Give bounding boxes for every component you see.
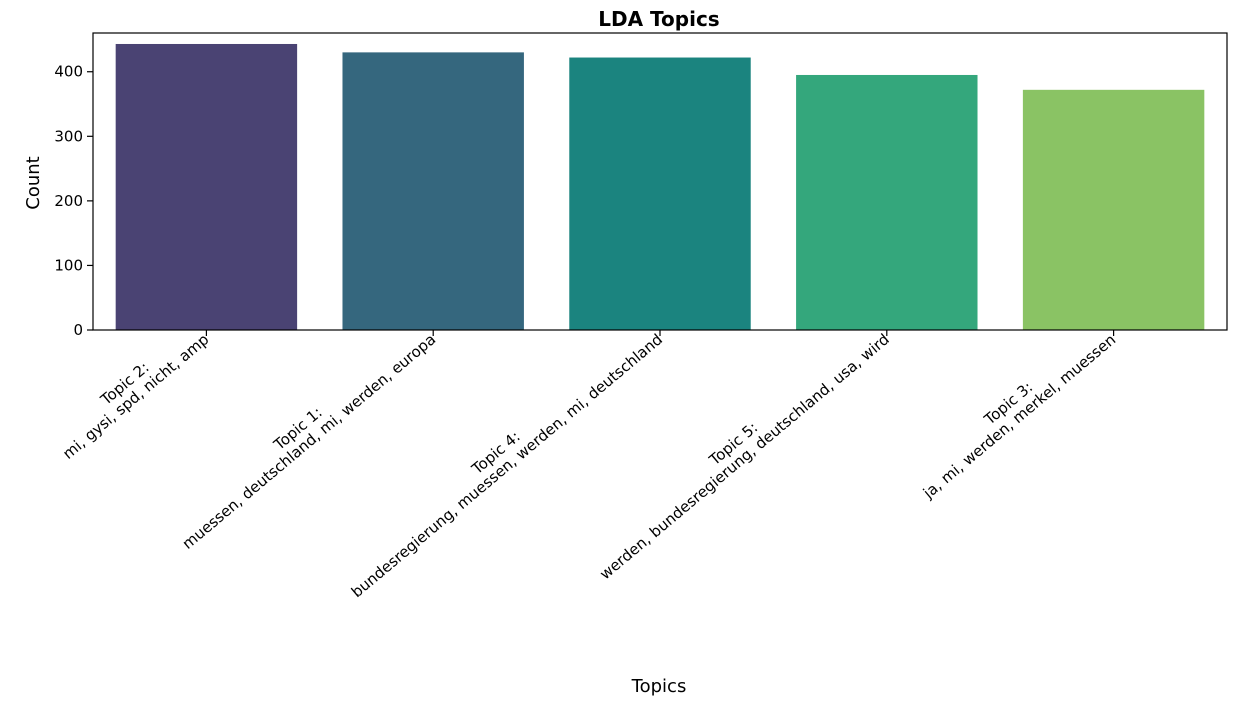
plot-frame [92,32,1228,331]
bar-3 [569,57,751,330]
y-tick-label-3: 300 [54,127,83,145]
x-tick-label-1: Topic 2:mi, gysi, spd, nicht, amp [48,317,212,463]
y-tick-label-4: 400 [54,63,83,81]
y-tick-label-1: 100 [54,256,83,274]
x-tick-label-5: Topic 3:ja, mi, werden, merkel, muessen [908,318,1119,503]
x-tick-label-2: Topic 1:muessen, deutschland, mi, werden… [168,317,439,553]
bar-2 [342,52,524,331]
x-axis-label: Topics [631,676,687,697]
y-tick-label-2: 200 [54,192,83,210]
bar-1 [115,43,298,330]
bars-group [115,43,1205,331]
bar-4 [796,74,978,330]
y-axis-label: Count [23,156,44,209]
y-tick-label-0: 0 [73,321,83,339]
bar-5 [1022,89,1205,330]
y-ticks-group: 0 100 200 300 400 [54,63,93,339]
x-ticks-group: Topic 2:mi, gysi, spd, nicht, amp Topic 1… [48,317,1119,601]
chart-title: LDA Topics [598,7,719,31]
